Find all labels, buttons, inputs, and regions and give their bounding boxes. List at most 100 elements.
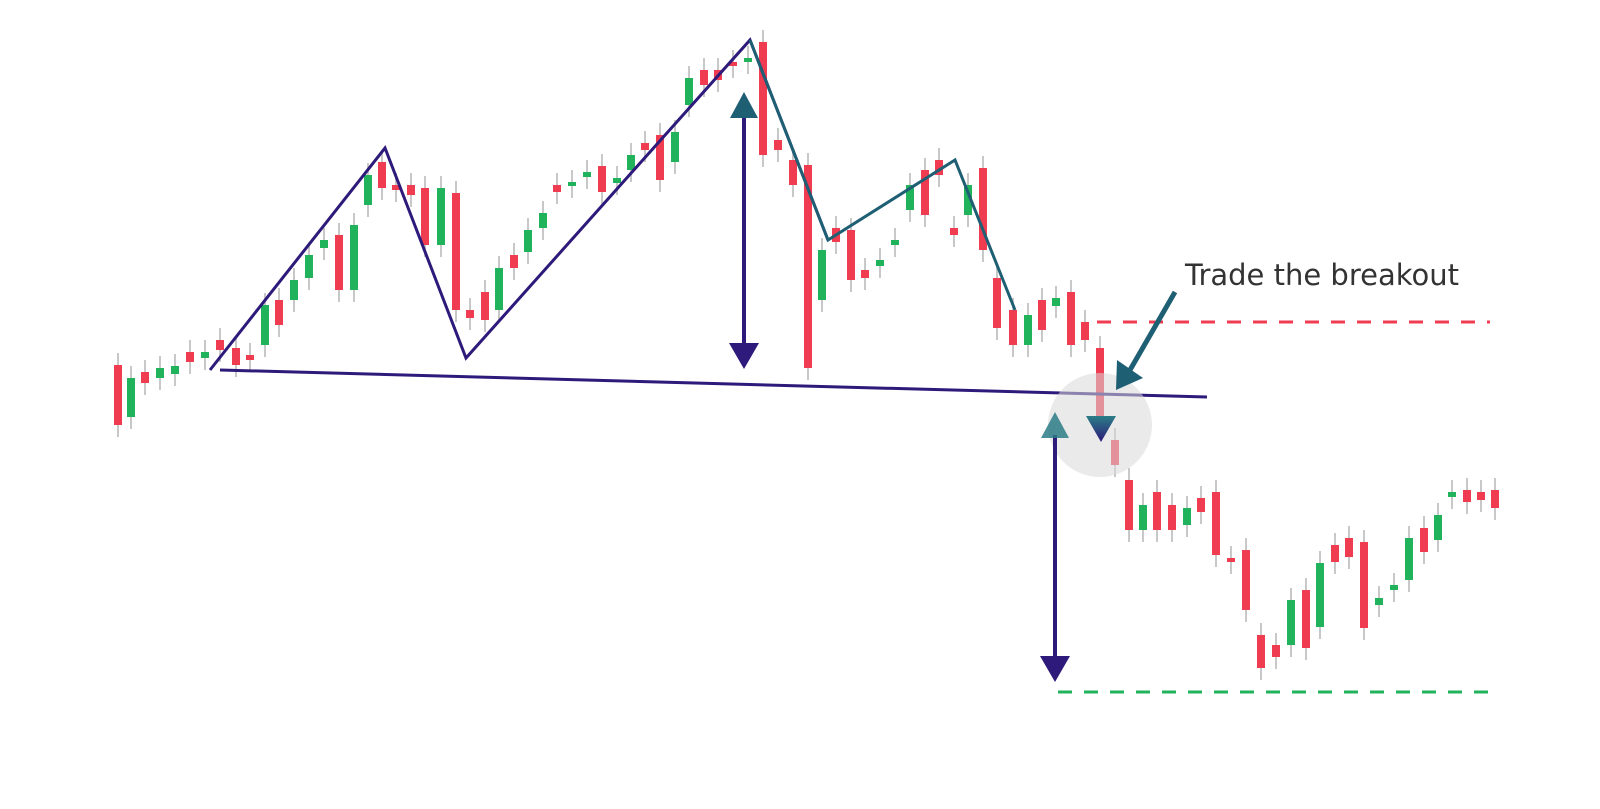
candle-body	[1227, 558, 1235, 562]
candle-body	[186, 352, 194, 362]
candle-body	[216, 340, 224, 350]
candle-body	[744, 58, 752, 62]
candle-body	[1272, 645, 1280, 657]
candle-body	[1153, 492, 1161, 530]
candle-body	[1477, 492, 1485, 500]
candle-body	[1242, 550, 1250, 610]
candle-body	[364, 175, 372, 205]
pattern-line-left	[208, 37, 830, 371]
candle-body	[407, 185, 415, 195]
candle-body	[1375, 598, 1383, 605]
candle-body	[979, 168, 987, 250]
candle-body	[789, 160, 797, 185]
candle-body	[1302, 590, 1310, 648]
candle-body	[232, 348, 240, 365]
candle-body	[1405, 538, 1413, 580]
candle-body	[700, 70, 708, 85]
candle-body	[1420, 528, 1428, 552]
candle-body	[598, 166, 606, 192]
candle-body	[568, 182, 576, 186]
candle-body	[421, 188, 429, 245]
candle-body	[1183, 508, 1191, 525]
candle-body	[1491, 490, 1499, 508]
candle-body	[290, 280, 298, 300]
candle-body	[114, 365, 122, 425]
candle-body	[891, 240, 899, 245]
candle-body	[656, 135, 664, 180]
candle-body	[1052, 298, 1060, 306]
candle-body	[627, 155, 635, 170]
candle-body	[1257, 635, 1265, 668]
candle-body	[729, 62, 737, 66]
candle-body	[392, 185, 400, 190]
candle-body	[156, 368, 164, 378]
candle-body	[481, 292, 489, 320]
candle-body	[553, 185, 561, 192]
candle-body	[141, 372, 149, 383]
candle-body	[305, 255, 313, 278]
candle-body	[1197, 498, 1205, 512]
candle-body	[1448, 492, 1456, 497]
candle-body	[964, 185, 972, 215]
candle-body	[378, 162, 386, 188]
neckline	[219, 368, 1208, 399]
candle-body	[1390, 585, 1398, 590]
candle-body	[641, 143, 649, 150]
candle-body	[1125, 480, 1133, 530]
candle-body	[847, 230, 855, 280]
candle-body	[524, 230, 532, 252]
candle-body	[950, 228, 958, 235]
candle-body	[1360, 542, 1368, 628]
candle-body	[1345, 538, 1353, 557]
candle-body	[1331, 545, 1339, 562]
candle-body	[818, 250, 826, 300]
annotation: Trade the breakout	[1184, 258, 1459, 292]
pattern-line-right	[748, 39, 1017, 311]
candle-body	[906, 185, 914, 210]
candle-body	[1067, 292, 1075, 345]
candle-body	[759, 42, 767, 155]
candle-body	[1139, 505, 1147, 530]
candle-body	[921, 170, 929, 215]
candle-body	[437, 188, 445, 245]
candle-body	[671, 132, 679, 162]
candle-body	[613, 178, 621, 183]
candle-body	[201, 352, 209, 358]
candles	[114, 30, 1499, 680]
candle-body	[685, 78, 693, 105]
candle-body	[583, 172, 591, 177]
candle-body	[876, 260, 884, 266]
candle-body	[935, 160, 943, 175]
candle-body	[510, 255, 518, 268]
candle-body	[466, 310, 474, 318]
candle-body	[171, 366, 179, 374]
candle-body	[539, 213, 547, 228]
candle-body	[350, 225, 358, 290]
candle-body	[452, 193, 460, 310]
height-arrow	[729, 92, 759, 369]
candle-body	[1463, 490, 1471, 502]
breakout-arrow	[1086, 416, 1116, 442]
candle-body	[804, 165, 812, 368]
candle-body	[1009, 310, 1017, 345]
candle-body	[1287, 600, 1295, 645]
candle-body	[861, 270, 869, 278]
candle-body	[993, 278, 1001, 328]
candle-body	[1168, 505, 1176, 530]
callout-arrow	[1116, 290, 1178, 390]
candle-body	[774, 140, 782, 150]
candle-body	[320, 240, 328, 248]
target-arrow	[1040, 412, 1070, 682]
candle-body	[127, 378, 135, 417]
candle-body	[1316, 563, 1324, 627]
candle-body	[261, 305, 269, 345]
candle-body	[1434, 515, 1442, 540]
candle-body	[1038, 300, 1046, 330]
candle-body	[1081, 322, 1089, 340]
candle-body	[246, 355, 254, 360]
candle-body	[495, 268, 503, 310]
candle-body	[1212, 492, 1220, 555]
candle-body	[275, 300, 283, 325]
